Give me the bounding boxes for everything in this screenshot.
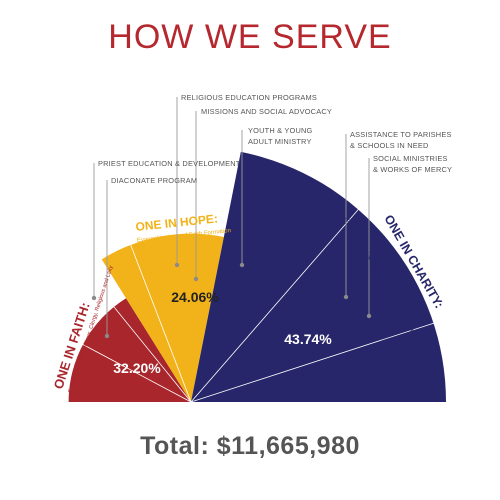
program-label-4-0: YOUTH & YOUNG	[248, 126, 313, 135]
divider-line-3	[190, 209, 359, 403]
divider-line-0	[82, 344, 192, 403]
divider-line-2	[130, 244, 192, 403]
chart-title: HOW WE SERVE	[108, 18, 392, 56]
wedge-1	[101, 233, 224, 402]
leader-dot-0	[91, 295, 97, 301]
program-label-4-1: ADULT MINISTRY	[248, 137, 312, 146]
bullet-dot	[342, 210, 346, 213]
program-label-6-1: & WORKS OF MERCY	[373, 165, 452, 174]
wedge-0	[68, 298, 191, 402]
leader-dot-1	[104, 333, 110, 339]
wedge-dividers	[82, 209, 434, 403]
program-label-0-0: PRIEST EDUCATION & DEVELOPMENT	[98, 159, 241, 168]
program-label-5-1: & SCHOOLS IN NEED	[350, 141, 429, 150]
program-label-1-0: DIACONATE PROGRAM	[111, 176, 197, 185]
program-labels: PRIEST EDUCATION & DEVELOPMENT DIACONATE …	[98, 93, 452, 185]
divider-line-1	[84, 270, 192, 403]
leader-dot-4	[239, 262, 245, 268]
total-amount: Total: $11,665,980	[140, 432, 360, 460]
program-leaders	[91, 97, 372, 339]
leader-dot-2	[174, 262, 180, 268]
wedge-2	[191, 151, 446, 402]
program-label-3-0: MISSIONS AND SOCIAL ADVOCACY	[201, 107, 332, 116]
leader-dot-5	[343, 294, 349, 300]
divider-line-4	[190, 322, 434, 403]
percent-label-2: 43.74%	[284, 331, 332, 347]
percent-label-0: 32.20%	[113, 360, 161, 376]
program-label-6-0: SOCIAL MINISTRIES	[373, 154, 448, 163]
leader-dot-6	[366, 313, 372, 319]
percent-labels: 32.20% 24.06% 43.74%	[113, 289, 332, 376]
leader-dot-3	[193, 276, 199, 282]
percent-label-1: 24.06%	[171, 289, 219, 305]
program-label-5-0: ASSISTANCE TO PARISHES	[350, 130, 452, 139]
program-label-2-0: RELIGIOUS EDUCATION PROGRAMS	[181, 93, 317, 102]
